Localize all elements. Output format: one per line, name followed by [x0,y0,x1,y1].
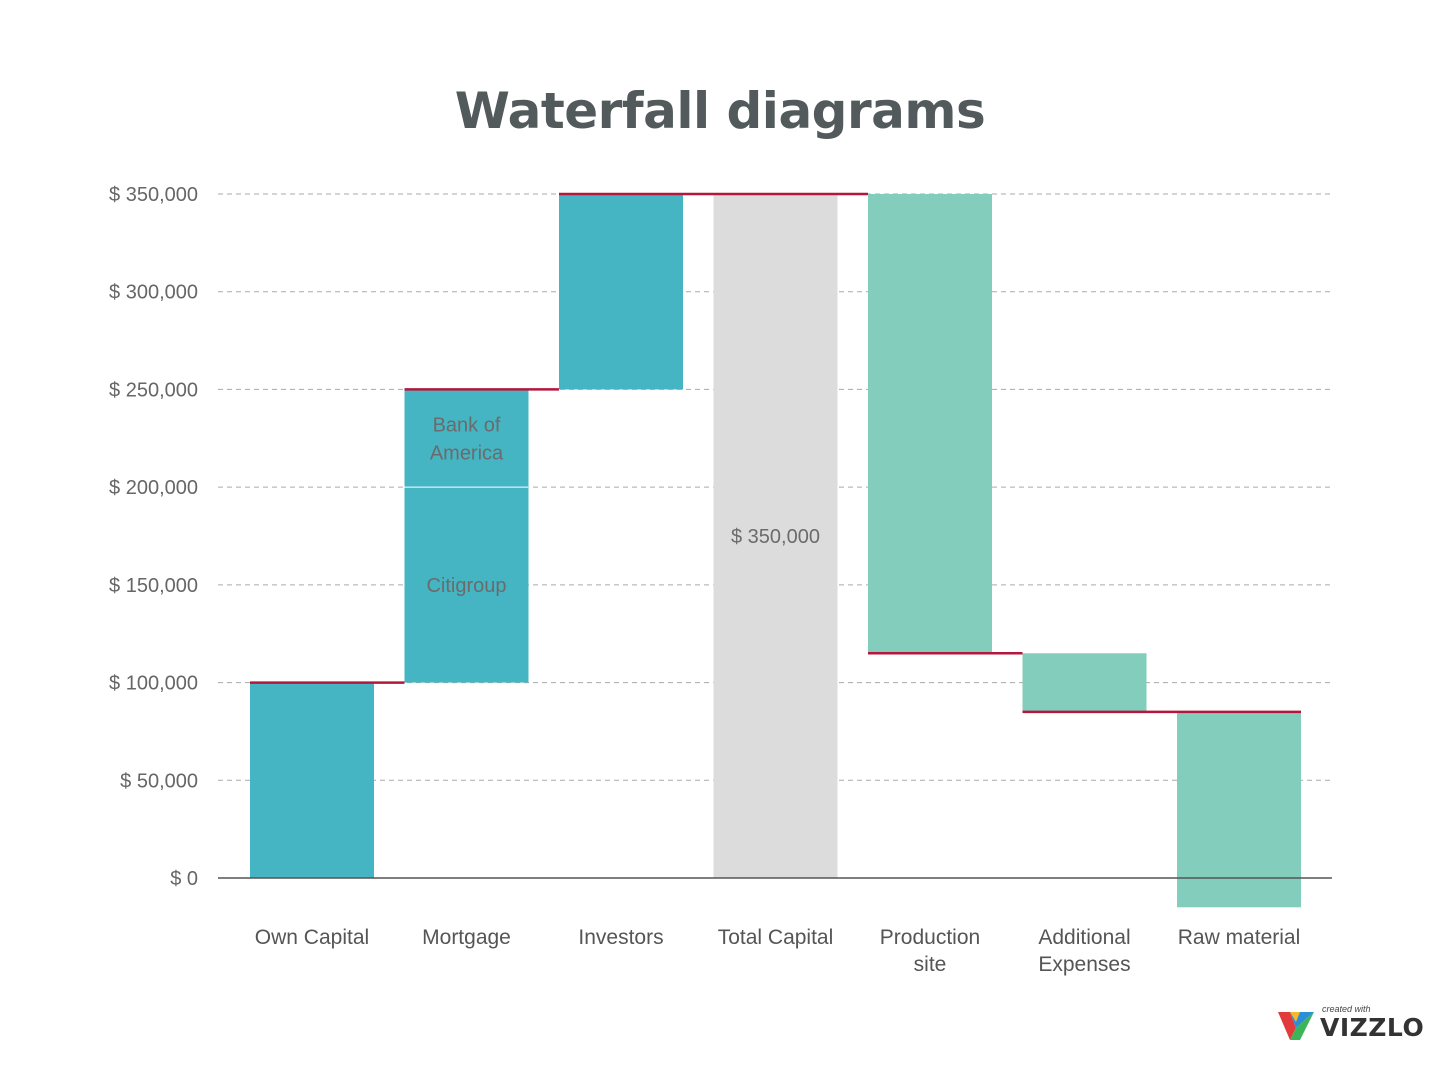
y-tick-label: $ 200,000 [109,477,198,499]
bar-own-capital [250,682,374,878]
vizzlo-logo: created with VIZZLO [1276,1004,1426,1046]
y-tick-label: $ 150,000 [109,575,198,597]
x-category-label: Total Capital [718,926,834,949]
x-category-label: Investors [578,926,663,949]
segment-label: Bank of [433,414,501,436]
x-category-label: Additional [1038,926,1130,949]
bar-investors [559,194,683,390]
x-category-label: Mortgage [422,926,511,949]
y-tick-label: $ 250,000 [109,379,198,401]
total-value-label: $ 350,000 [731,526,820,548]
x-category-label: Production [880,926,980,949]
y-tick-label: $ 50,000 [120,770,198,792]
y-tick-label: $ 350,000 [109,184,198,206]
bar-total-capital [713,194,838,878]
vizzlo-logo-icon [1278,1012,1314,1040]
bar-production-site [868,194,992,654]
bar-additional-expenses [1022,653,1147,712]
brand-name: VIZZLO [1320,1013,1425,1042]
segment-label: America [430,442,504,464]
bar-raw-material [1177,711,1301,908]
x-category-label: Own Capital [255,926,369,949]
x-category-label: Expenses [1038,953,1130,976]
chart-title: Waterfall diagrams [454,82,986,140]
bar-mortgage [404,389,529,683]
y-tick-label: $ 100,000 [109,673,198,695]
x-category-label: site [914,953,947,976]
y-tick-label: $ 300,000 [109,282,198,304]
y-tick-label: $ 0 [170,868,198,890]
brand-tagline: created with [1322,1004,1371,1014]
segment-label: Citigroup [426,575,506,597]
x-category-label: Raw material [1178,926,1301,949]
